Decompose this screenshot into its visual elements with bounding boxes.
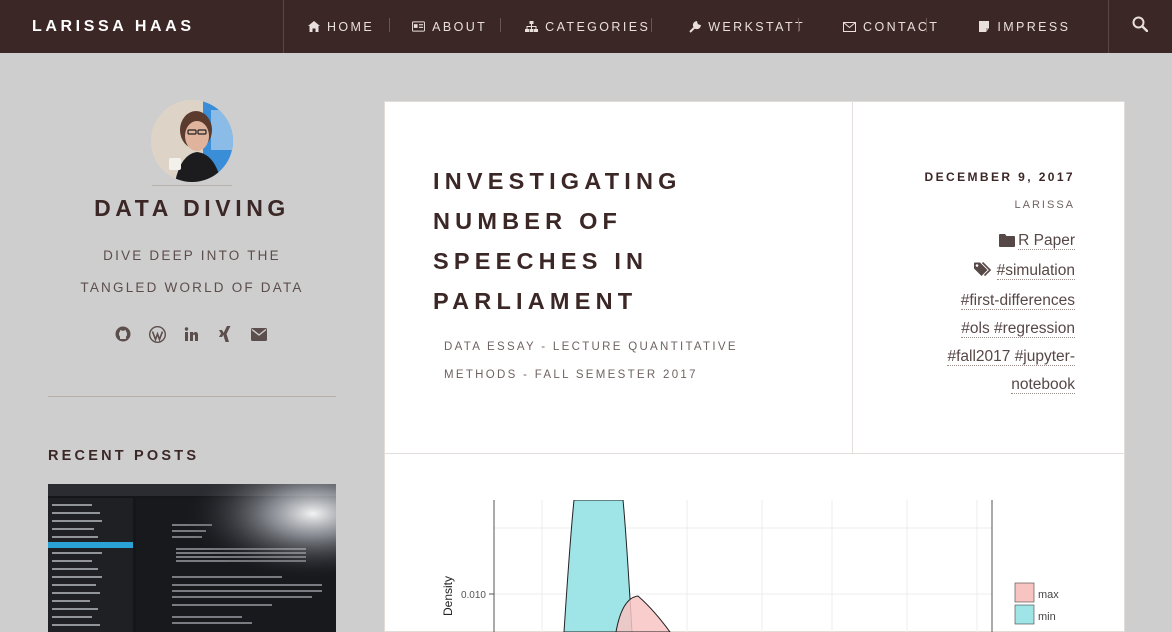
github-icon[interactable] [114,324,132,344]
nav-divider [1108,0,1109,53]
post-date: DECEMBER 9, 2017 [924,170,1075,184]
sidebar-divider [48,396,336,397]
tag-link[interactable]: #first-differences [960,292,1075,310]
legend-swatch-max [1014,582,1035,603]
nav-item-impress[interactable]: IMPRESS [977,0,1070,53]
avatar-divider [152,185,232,186]
tagline-line: TANGLED WORLD OF DATA [80,280,304,295]
nav-label-categories: CATEGORIES [545,19,651,34]
nav-separator [651,18,652,32]
note-icon [977,20,990,33]
tagline-line: DIVE DEEP INTO THE [103,248,281,263]
recent-post-thumbnail[interactable] [48,484,336,632]
post-subtitle: DATA ESSAY - LECTURE QUANTITATIVE METHOD… [444,333,774,389]
chart-legend: max min [1014,582,1059,625]
category-link[interactable]: R Paper [1018,232,1075,250]
search-button[interactable] [1108,0,1172,53]
density-min-area [563,499,633,632]
nav-item-categories[interactable]: CATEGORIES [525,0,650,53]
folder-icon [999,229,1016,257]
nav-item-about[interactable]: ABOUT [412,0,487,53]
post-taxonomy: R Paper #simulation #first-differences #… [875,227,1075,399]
nav-item-home[interactable]: HOME [307,0,374,53]
site-brand[interactable]: LARISSA HAAS [32,18,195,35]
nav-divider [283,0,284,53]
post-author[interactable]: LARISSA [1014,199,1075,211]
site-title[interactable]: DATA DIVING [94,195,290,221]
post-subtitle-line: DATA ESSAY - LECTURE QUANTITATIVE [444,341,738,353]
post-title-line: SPEECHES IN [433,248,649,274]
nav-label-contact: CONTACT [863,19,940,34]
card-divider-vertical [852,101,853,453]
envelope-icon [843,20,857,33]
post-card [384,101,1125,632]
nav-separator [798,18,799,32]
site-tagline: DIVE DEEP INTO THE TANGLED WORLD OF DATA [48,240,336,304]
social-links [114,324,268,344]
post-title[interactable]: INVESTIGATING NUMBER OF SPEECHES IN PARL… [433,161,793,321]
xing-icon[interactable] [216,324,234,344]
id-card-icon [412,20,426,33]
tag-link[interactable]: #simulation [996,262,1075,280]
nav-separator [926,18,927,32]
legend-label-max: max [1038,589,1059,601]
legend-label-min: min [1038,611,1056,623]
nav-separator [500,18,501,32]
envelope-icon[interactable] [250,324,268,344]
post-subtitle-line: METHODS - FALL SEMESTER 2017 [444,369,698,381]
search-icon [1132,16,1149,37]
tag-link[interactable]: #fall2017 #jupyter- [947,348,1075,366]
legend-swatch-min [1014,604,1035,625]
wrench-icon [688,20,701,33]
post-title-line: PARLIAMENT [433,288,638,314]
chart-y-axis-label: Density [441,576,455,616]
linkedin-icon[interactable] [182,324,200,344]
post-title-line: INVESTIGATING [433,168,682,194]
avatar[interactable] [151,100,233,182]
card-divider-horizontal [385,453,1125,454]
main-nav: HOME ABOUT CATEGORIES WERKSTATT CONTACT [283,0,1070,53]
tags-icon [973,259,994,287]
tag-link[interactable]: notebook [1011,376,1075,394]
top-navbar: LARISSA HAAS HOME ABOUT CATEGORIES WERKS… [0,0,1172,53]
chart-y-tick-label: 0.010 [461,590,486,601]
nav-item-werkstatt[interactable]: WERKSTATT [688,0,805,53]
post-title-line: NUMBER OF [433,208,623,234]
density-max-area [615,595,671,632]
density-chart: 0.010 Density max min [432,499,1072,632]
home-icon [307,20,320,33]
sitemap-icon [525,20,539,33]
tag-link[interactable]: #ols #regression [961,320,1075,338]
nav-label-home: HOME [327,19,375,34]
nav-separator [389,18,390,32]
recent-posts-heading: RECENT POSTS [48,448,200,464]
nav-label-impress: IMPRESS [997,19,1071,34]
nav-label-werkstatt: WERKSTATT [708,19,806,34]
nav-label-about: ABOUT [432,19,488,34]
nav-item-contact[interactable]: CONTACT [843,0,939,53]
wordpress-icon[interactable] [148,324,166,344]
